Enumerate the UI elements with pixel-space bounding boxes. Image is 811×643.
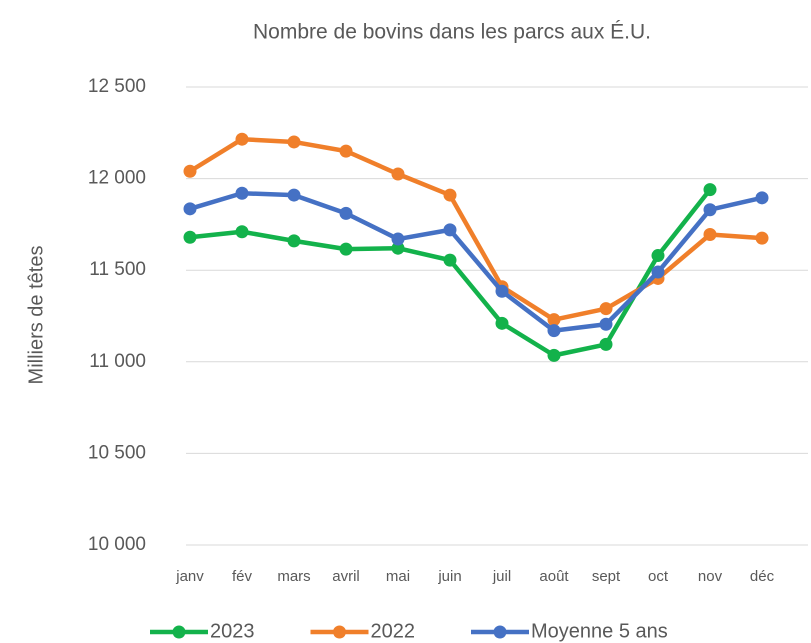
point bbox=[183, 164, 197, 178]
y-tick-label: 11 500 bbox=[89, 259, 146, 280]
point bbox=[495, 316, 509, 330]
legend-label: 2023 bbox=[210, 620, 255, 642]
x-tick-label: août bbox=[539, 568, 569, 585]
point bbox=[547, 324, 561, 338]
x-tick-label: avril bbox=[332, 568, 360, 585]
point bbox=[547, 348, 561, 362]
point bbox=[391, 232, 405, 246]
x-tick-label: mars bbox=[277, 568, 310, 585]
point bbox=[235, 225, 249, 239]
point bbox=[235, 132, 249, 146]
point bbox=[391, 167, 405, 181]
series-line bbox=[188, 136, 763, 322]
point bbox=[703, 203, 717, 217]
y-tick-label: 11 000 bbox=[89, 351, 146, 372]
point bbox=[599, 337, 613, 351]
legend-marker bbox=[333, 625, 346, 639]
point bbox=[443, 223, 457, 237]
legend-label: 2022 bbox=[371, 620, 416, 642]
x-tick-label: mai bbox=[386, 568, 410, 585]
point bbox=[287, 188, 301, 202]
x-tick-label: sept bbox=[592, 568, 621, 585]
x-tick-label: nov bbox=[698, 568, 723, 585]
x-tick-label: juil bbox=[492, 568, 511, 585]
point bbox=[547, 313, 561, 327]
point bbox=[599, 317, 613, 331]
y-axis-label: Milliers de têtes bbox=[25, 246, 47, 385]
point bbox=[287, 234, 301, 248]
point bbox=[599, 302, 613, 316]
point bbox=[755, 191, 769, 205]
legend-marker bbox=[493, 625, 507, 639]
point bbox=[339, 206, 353, 220]
x-tick-label: oct bbox=[648, 568, 669, 585]
series-line bbox=[189, 191, 763, 333]
legend-label: Moyenne 5 ans bbox=[531, 620, 668, 642]
point bbox=[183, 230, 197, 244]
y-tick-label: 10 000 bbox=[88, 534, 146, 555]
x-tick-label: juin bbox=[437, 568, 461, 585]
x-tick-label: déc bbox=[750, 568, 775, 585]
x-tick-label: janv bbox=[175, 568, 204, 585]
point bbox=[339, 144, 353, 158]
point bbox=[651, 249, 665, 263]
y-tick-label: 10 500 bbox=[88, 442, 146, 463]
point bbox=[339, 242, 353, 256]
point bbox=[703, 183, 717, 197]
y-tick-label: 12 000 bbox=[88, 168, 146, 189]
y-tick-label: 12 500 bbox=[88, 76, 146, 97]
point bbox=[755, 231, 769, 245]
point bbox=[443, 253, 457, 267]
point bbox=[495, 284, 509, 298]
point bbox=[651, 265, 665, 279]
point bbox=[287, 135, 301, 149]
chart-title: Nombre de bovins dans les parcs aux É.U. bbox=[253, 21, 651, 44]
legend-marker bbox=[172, 625, 186, 639]
point bbox=[703, 227, 717, 241]
point bbox=[183, 202, 197, 216]
series-line bbox=[189, 188, 712, 358]
point bbox=[235, 186, 249, 200]
point bbox=[391, 241, 405, 255]
x-tick-label: fév bbox=[232, 568, 253, 585]
point bbox=[443, 188, 457, 202]
